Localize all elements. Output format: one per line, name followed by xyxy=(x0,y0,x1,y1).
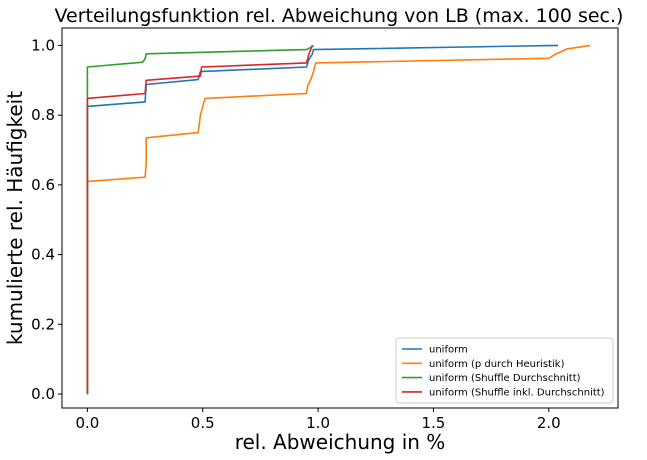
legend-entry: uniform (Shuffle inkl. Durchschnitt) xyxy=(429,387,605,398)
plot-area xyxy=(61,27,619,409)
series-line-3 xyxy=(86,44,314,395)
legend: uniform uniform (p durch Heuristik) unifor… xyxy=(395,337,614,404)
y-axis-label: kumulierte rel. Häufigkeit xyxy=(3,91,27,345)
x-tick-label: 2.0 xyxy=(537,414,561,432)
x-axis-label: rel. Abweichung in % xyxy=(235,430,446,454)
y-axis-ticks: 0.0 0.2 0.4 0.6 0.8 1.0 xyxy=(31,36,62,403)
y-tick-label: 0.2 xyxy=(31,315,55,333)
legend-box xyxy=(395,337,614,404)
y-tick-label: 0.6 xyxy=(31,176,55,194)
legend-entry: uniform (p durch Heuristik) xyxy=(429,359,565,370)
series-line-2 xyxy=(86,44,591,395)
y-tick-label: 0.4 xyxy=(31,246,55,264)
x-tick-label: 0.0 xyxy=(75,414,99,432)
x-tick-label: 1.0 xyxy=(306,414,330,432)
x-tick-label: 1.5 xyxy=(422,414,446,432)
y-tick-label: 0.8 xyxy=(31,106,55,124)
x-axis-ticks: 0.0 0.5 1.0 1.5 2.0 xyxy=(75,408,561,432)
x-tick-label: 0.5 xyxy=(191,414,215,432)
y-tick-label: 0.0 xyxy=(31,385,55,403)
series-line-4 xyxy=(86,45,314,395)
legend-entry: uniform (Shuffle Durchschnitt) xyxy=(429,373,581,384)
plot-frame xyxy=(61,27,619,409)
chart-title: Verteilungsfunktion rel. Abweichung von … xyxy=(55,5,624,27)
y-tick-label: 1.0 xyxy=(31,36,55,54)
legend-entry: uniform xyxy=(429,345,468,356)
